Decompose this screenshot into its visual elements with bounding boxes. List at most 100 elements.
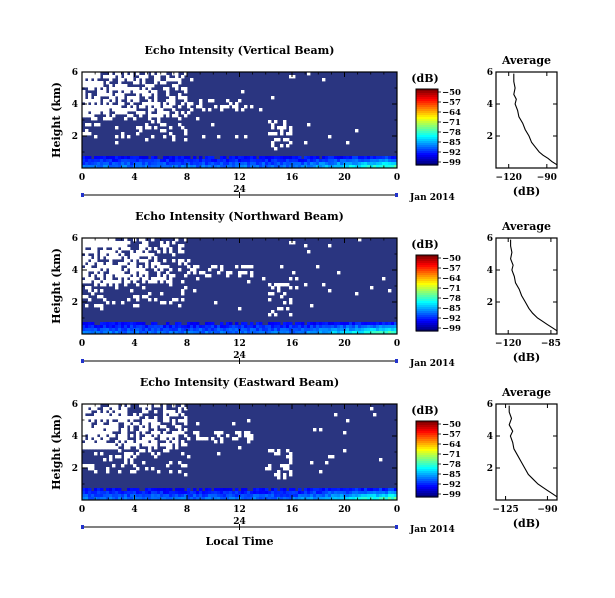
heatmap-cell bbox=[124, 111, 128, 115]
heatmap-cell bbox=[298, 156, 302, 160]
heatmap-cell bbox=[229, 494, 233, 498]
heatmap-cell bbox=[151, 262, 155, 266]
heatmap-cell bbox=[151, 497, 155, 501]
colorbar-segment bbox=[416, 149, 438, 152]
heatmap-cell bbox=[328, 328, 332, 332]
heatmap-cell bbox=[85, 72, 89, 76]
heatmap-cell bbox=[361, 488, 365, 492]
heatmap-cell bbox=[217, 431, 221, 435]
heatmap-cell bbox=[184, 328, 188, 332]
heatmap-cell bbox=[325, 497, 329, 501]
heatmap-cell bbox=[379, 497, 383, 501]
heatmap-cell bbox=[127, 443, 131, 447]
heatmap-cell bbox=[220, 328, 224, 332]
heatmap-cell bbox=[226, 162, 230, 166]
heatmap-cell bbox=[121, 428, 125, 432]
heatmap-cell bbox=[250, 497, 254, 501]
heatmap-cell bbox=[154, 277, 158, 281]
heatmap-cell bbox=[130, 461, 134, 465]
heatmap-cell bbox=[100, 108, 104, 112]
heatmap-cell bbox=[244, 322, 248, 326]
heatmap-cell bbox=[208, 325, 212, 329]
heatmap-cell bbox=[118, 274, 122, 278]
heatmap-cell bbox=[223, 156, 227, 160]
heatmap-cell bbox=[148, 419, 152, 423]
profile-line bbox=[508, 405, 558, 498]
heatmap-cell bbox=[217, 452, 221, 456]
heatmap-cell bbox=[103, 165, 107, 169]
heatmap-cell bbox=[100, 328, 104, 332]
heatmap-cell bbox=[298, 162, 302, 166]
heatmap-cell bbox=[136, 256, 140, 260]
heatmap-cell bbox=[163, 102, 167, 106]
heatmap-cell bbox=[91, 428, 95, 432]
colorbar-segment bbox=[416, 313, 438, 316]
colorbar-tick-label: −99 bbox=[442, 158, 461, 168]
heatmap-cell bbox=[127, 87, 131, 91]
heatmap-cell bbox=[160, 123, 164, 127]
heatmap-cell bbox=[82, 99, 86, 103]
heatmap-cell bbox=[85, 244, 89, 248]
heatmap-cell bbox=[127, 494, 131, 498]
heatmap-cell bbox=[373, 488, 377, 492]
heatmap-cell bbox=[136, 298, 140, 302]
heatmap-cell bbox=[106, 238, 110, 242]
heatmap-cell bbox=[115, 271, 119, 275]
heatmap-cell bbox=[91, 434, 95, 438]
heatmap-cell bbox=[109, 322, 113, 326]
heatmap-cell bbox=[103, 446, 107, 450]
heatmap-cell bbox=[181, 488, 185, 492]
heatmap-cell bbox=[217, 162, 221, 166]
heatmap-cell bbox=[301, 497, 305, 501]
heatmap-cell bbox=[355, 322, 359, 326]
heatmap-cell bbox=[94, 428, 98, 432]
profile-x-tick-label: −85 bbox=[541, 339, 561, 349]
heatmap-cell bbox=[100, 256, 104, 260]
heatmap-cell bbox=[259, 494, 263, 498]
heatmap-cell bbox=[334, 488, 338, 492]
heatmap-cell bbox=[160, 443, 164, 447]
heatmap-cell bbox=[163, 135, 167, 139]
heatmap-cell bbox=[94, 123, 98, 127]
heatmap-cell bbox=[373, 328, 377, 332]
heatmap-cell bbox=[163, 443, 167, 447]
heatmap-cell bbox=[160, 159, 164, 163]
heatmap-cell bbox=[142, 268, 146, 272]
profile-frame bbox=[495, 237, 558, 335]
heatmap-cell bbox=[91, 491, 95, 495]
heatmap-cell bbox=[109, 497, 113, 501]
heatmap-cell bbox=[118, 99, 122, 103]
heatmap-cell bbox=[97, 416, 101, 420]
heatmap-cell bbox=[136, 81, 140, 85]
heatmap-cell bbox=[115, 244, 119, 248]
colorbar-segment bbox=[416, 155, 438, 158]
heatmap-cell bbox=[199, 102, 203, 106]
heatmap-cell bbox=[163, 87, 167, 91]
heatmap-cell bbox=[163, 407, 167, 411]
heatmap-cell bbox=[310, 322, 314, 326]
heatmap-cell bbox=[349, 322, 353, 326]
heatmap-cell bbox=[178, 488, 182, 492]
heatmap-cell bbox=[127, 259, 131, 263]
heatmap-cell bbox=[139, 331, 143, 335]
heatmap-cell bbox=[253, 494, 257, 498]
heatmap-cell bbox=[124, 322, 128, 326]
heatmap-cell bbox=[85, 99, 89, 103]
heatmap-cell bbox=[100, 81, 104, 85]
heatmap-cell bbox=[163, 404, 167, 408]
heatmap-cell bbox=[130, 114, 134, 118]
colorbar-segment bbox=[416, 265, 438, 268]
heatmap-cell bbox=[139, 126, 143, 130]
heatmap-cell bbox=[187, 105, 191, 109]
heatmap-cell bbox=[142, 431, 146, 435]
heatmap-cell bbox=[274, 325, 278, 329]
heatmap-cell bbox=[178, 304, 182, 308]
heatmap-cell bbox=[337, 494, 341, 498]
y-axis-label: Height (km) bbox=[50, 82, 63, 158]
colorbar-segment bbox=[416, 119, 438, 122]
heatmap-cell bbox=[208, 156, 212, 160]
heatmap-cell bbox=[268, 156, 272, 160]
heatmap-cell bbox=[157, 162, 161, 166]
heatmap-cell bbox=[133, 422, 137, 426]
heatmap-cell bbox=[166, 328, 170, 332]
